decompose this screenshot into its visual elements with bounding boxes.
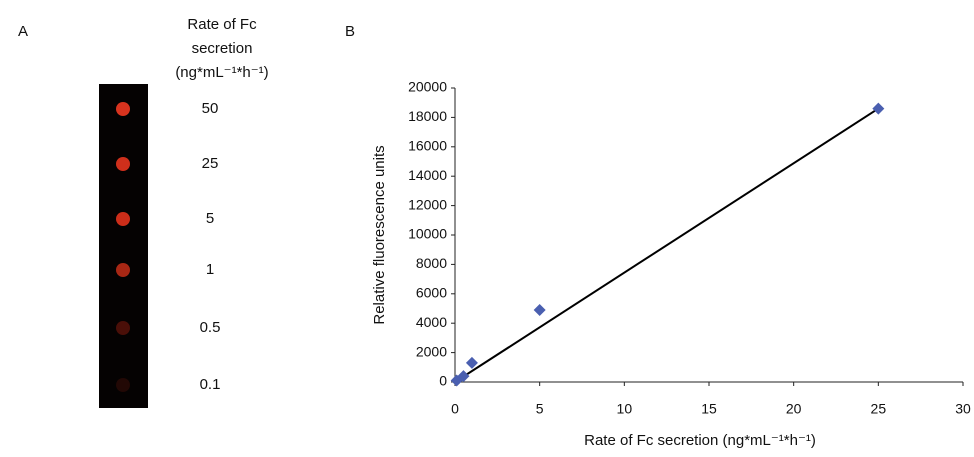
- row-label: 1: [206, 261, 214, 278]
- x-tick-label: 25: [871, 401, 887, 417]
- row-label: 5: [206, 210, 214, 227]
- point: [457, 370, 470, 383]
- panel-label: B: [345, 23, 355, 40]
- row-label: 0.5: [200, 319, 221, 336]
- row-label: 25: [202, 155, 219, 172]
- x-tick-label: 0: [451, 401, 459, 417]
- fit-line: [454, 107, 879, 383]
- header-line: Rate of Fc: [187, 16, 257, 33]
- x-tick-label: 15: [701, 401, 717, 417]
- x-tick-label: 30: [955, 401, 971, 417]
- point: [533, 303, 546, 316]
- y-tick-label: 4000: [416, 314, 447, 330]
- point: [465, 356, 478, 369]
- x-tick-label: 5: [536, 401, 544, 417]
- spot: [116, 102, 130, 116]
- row-label: 50: [202, 100, 219, 117]
- y-tick-label: 16000: [408, 138, 447, 154]
- row-label: 0.1: [200, 376, 221, 393]
- y-axis-label: Relative fluorescence units: [371, 145, 388, 324]
- header-line: secretion: [192, 40, 253, 57]
- y-tick-label: 10000: [408, 226, 447, 242]
- membrane-strip: [99, 84, 148, 408]
- x-tick-label: 10: [617, 401, 633, 417]
- spot: [116, 157, 130, 171]
- y-tick-label: 14000: [408, 167, 447, 183]
- y-tick-label: 12000: [408, 196, 447, 212]
- y-tick-label: 6000: [416, 285, 447, 301]
- y-tick-label: 2000: [416, 343, 447, 359]
- spot: [116, 263, 130, 277]
- spot: [116, 321, 130, 335]
- x-tick-label: 20: [786, 401, 802, 417]
- spot: [116, 212, 130, 226]
- y-tick-label: 0: [439, 373, 447, 389]
- header-line: (ng*mL⁻¹*h⁻¹): [175, 64, 268, 81]
- y-tick-label: 18000: [408, 108, 447, 124]
- spot: [116, 378, 130, 392]
- point: [872, 102, 885, 115]
- x-axis-label: Rate of Fc secretion (ng*mL⁻¹*h⁻¹): [584, 432, 816, 449]
- y-tick-label: 20000: [408, 79, 447, 95]
- panel-label: A: [18, 23, 28, 40]
- y-tick-label: 8000: [416, 255, 447, 271]
